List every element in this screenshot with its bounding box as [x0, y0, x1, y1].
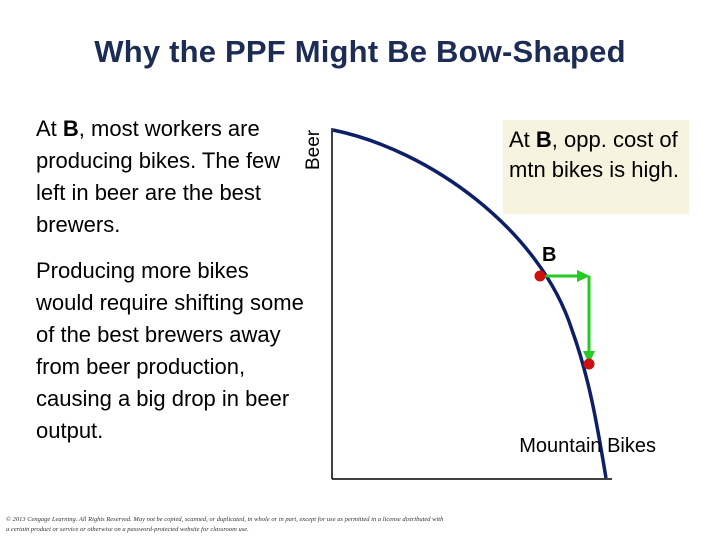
callout-box: At B, opp. cost of mtn bikes is high.: [503, 120, 689, 214]
callout-prefix: At: [509, 127, 536, 152]
text-suffix: , most workers are producing bikes. The …: [36, 116, 281, 237]
callout-bold: B: [535, 127, 552, 152]
point-b-bold: B: [62, 116, 79, 141]
callout-suffix: , opp. cost of mtn bikes is high.: [509, 127, 679, 182]
point-b-label: B: [542, 244, 557, 266]
explanation-text-b: At B, most workers are producing bikes. …: [36, 113, 296, 241]
slide-title: Why the PPF Might Be Bow-Shaped: [94, 34, 626, 69]
x-axis-label: Mountain Bikes: [519, 435, 656, 457]
point-after-shift-marker: [583, 358, 595, 370]
arrow-horizontal-head: [577, 270, 590, 282]
point-b-marker: [534, 270, 546, 282]
explanation-text-shift: Producing more bikes would require shift…: [36, 258, 304, 443]
arrow-vertical-head: [583, 351, 595, 364]
copyright-notice: © 2013 Cengage Learning. All Rights Rese…: [6, 516, 444, 533]
text-prefix: At: [36, 116, 63, 141]
ppf-curve: [332, 128, 608, 479]
y-axis-label: Beer: [303, 129, 324, 170]
